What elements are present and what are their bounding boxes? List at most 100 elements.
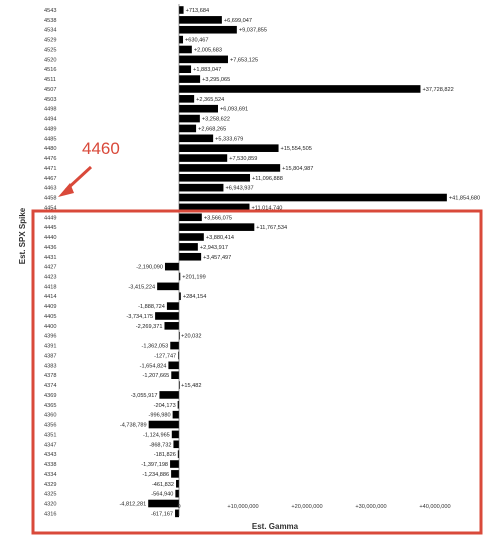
- y-tick-4365: 4365: [44, 403, 56, 409]
- bar-value-label-4418: -3,415,224: [128, 284, 155, 290]
- y-tick-4414: 4414: [44, 294, 56, 300]
- y-tick-4423: 4423: [44, 274, 56, 280]
- y-tick-4351: 4351: [44, 432, 56, 438]
- bar-4329: [176, 479, 179, 488]
- y-tick-4436: 4436: [44, 245, 56, 251]
- y-tick-4489: 4489: [44, 126, 56, 132]
- y-tick-4316: 4316: [44, 511, 56, 517]
- bar-value-label-4325: -564,940: [151, 492, 173, 498]
- bar-4503: [179, 95, 195, 103]
- bar-4449: [179, 213, 202, 222]
- bar-4489: [179, 124, 197, 133]
- bar-value-label-4356: -4,738,789: [120, 423, 147, 429]
- bar-value-label-4511: +3,295,065: [202, 77, 230, 83]
- bar-value-label-4471: +15,804,987: [282, 166, 313, 172]
- bar-value-label-4405: -3,734,175: [126, 314, 153, 320]
- y-tick-4498: 4498: [44, 107, 56, 113]
- bar-value-label-4498: +6,093,691: [220, 107, 248, 113]
- bar-value-label-4378: -1,207,665: [143, 373, 170, 379]
- x-tick-40000000: +40,000,000: [419, 504, 450, 510]
- y-tick-4396: 4396: [44, 334, 56, 340]
- bar-value-label-4525: +2,005,683: [194, 47, 222, 53]
- bar-value-label-4489: +2,668,265: [198, 126, 226, 132]
- y-tick-4400: 4400: [44, 324, 56, 330]
- bar-4343: [177, 450, 179, 458]
- highlight-box: [31, 209, 483, 535]
- x-tick-20000000: +20,000,000: [291, 504, 322, 510]
- bar-4498: [179, 104, 218, 113]
- y-tick-4360: 4360: [44, 413, 56, 419]
- bar-4458: [179, 193, 447, 202]
- bar-value-label-4449: +3,566,075: [204, 215, 232, 221]
- bar-4476: [179, 154, 228, 162]
- y-tick-4511: 4511: [44, 77, 56, 83]
- y-tick-4347: 4347: [44, 442, 56, 448]
- y-tick-4325: 4325: [44, 492, 56, 498]
- y-tick-4503: 4503: [44, 97, 56, 103]
- bar-value-label-4494: +3,258,622: [202, 117, 230, 123]
- y-tick-4374: 4374: [44, 383, 56, 389]
- y-tick-4343: 4343: [44, 452, 56, 458]
- y-tick-4467: 4467: [44, 176, 56, 182]
- bars-layer: [148, 6, 447, 518]
- annotation-arrow: [58, 165, 93, 197]
- y-tick-4449: 4449: [44, 215, 56, 221]
- bar-4538: [179, 16, 222, 24]
- y-tick-4476: 4476: [44, 156, 56, 162]
- bar-value-label-4365: -204,173: [154, 403, 176, 409]
- bar-value-label-4445: +11,767,534: [256, 225, 287, 231]
- bar-4414: [179, 292, 181, 301]
- bar-value-label-4383: -1,654,824: [140, 363, 167, 369]
- bar-value-label-4529: +630,467: [185, 38, 209, 44]
- bar-4454: [179, 203, 250, 212]
- bar-4520: [179, 55, 228, 64]
- bar-value-label-4516: +1,883,047: [193, 67, 221, 73]
- bar-4467: [179, 173, 251, 182]
- y-tick-4391: 4391: [44, 344, 56, 350]
- bar-4440: [179, 233, 204, 241]
- bar-value-label-4320: -4,812,281: [119, 502, 146, 508]
- bar-value-label-4343: -181,826: [154, 452, 176, 458]
- bar-4480: [179, 144, 279, 152]
- annotation-label: 4460: [82, 139, 120, 158]
- bar-value-label-4338: -1,397,198: [141, 462, 168, 468]
- bar-4334: [171, 470, 179, 478]
- y-tick-4440: 4440: [44, 235, 56, 241]
- bar-value-label-4423: +201,199: [182, 274, 206, 280]
- bar-4529: [179, 35, 184, 44]
- y-tick-4534: 4534: [44, 28, 56, 34]
- y-tick-4431: 4431: [44, 255, 56, 261]
- bar-4427: [164, 262, 179, 271]
- bar-4511: [179, 75, 201, 83]
- y-tick-4463: 4463: [44, 186, 56, 192]
- y-tick-4405: 4405: [44, 314, 56, 320]
- bar-value-label-4387: -127,747: [154, 353, 176, 359]
- x-tick-30000000: +30,000,000: [355, 504, 386, 510]
- bar-4320: [148, 499, 179, 508]
- y-tick-4520: 4520: [44, 57, 56, 63]
- bar-4383: [168, 361, 179, 370]
- bar-value-label-4467: +11,096,888: [252, 176, 283, 182]
- bar-4325: [175, 489, 179, 498]
- y-tick-4485: 4485: [44, 136, 56, 142]
- bar-value-label-4431: +3,457,497: [203, 255, 231, 261]
- bar-4316: [175, 509, 179, 518]
- bar-value-label-4400: -2,269,371: [136, 324, 163, 330]
- y-tick-4471: 4471: [44, 166, 56, 172]
- bar-4351: [171, 430, 179, 439]
- bar-value-label-4351: -1,124,965: [143, 432, 170, 438]
- y-tick-4418: 4418: [44, 284, 56, 290]
- bar-4378: [171, 371, 179, 379]
- y-tick-4329: 4329: [44, 482, 56, 488]
- bar-value-label-4543: +713,684: [186, 8, 210, 14]
- bar-4471: [179, 164, 281, 172]
- y-tick-labels: 4543 4538 4534 4529 4525 4520 4516 4511 4507 4503…: [44, 8, 56, 517]
- y-tick-4454: 4454: [44, 205, 56, 211]
- bar-value-label-4538: +6,699,047: [224, 18, 252, 24]
- bar-value-label-4347: -868,732: [149, 442, 171, 448]
- y-tick-4458: 4458: [44, 196, 56, 202]
- y-tick-4543: 4543: [44, 8, 56, 14]
- bar-4365: [177, 401, 179, 409]
- x-tick-10000000: +10,000,000: [227, 504, 258, 510]
